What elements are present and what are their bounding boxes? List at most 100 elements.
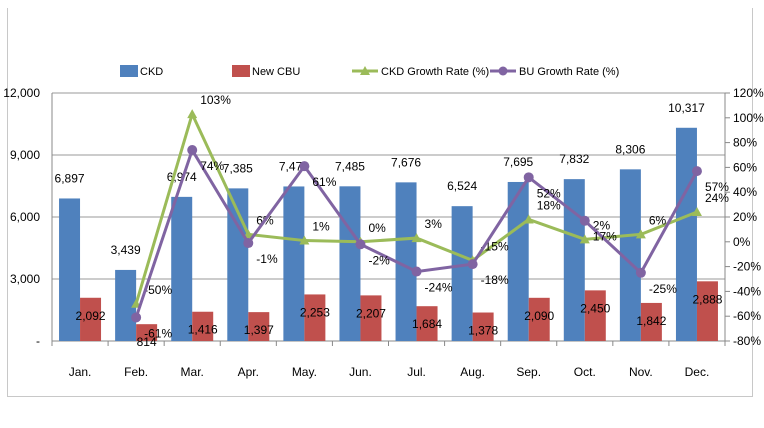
right-tick-label: -80% [733, 334, 761, 348]
bar-ckd [339, 186, 361, 341]
bar-data-label: 1,684 [412, 317, 442, 331]
line-point-circle [467, 259, 478, 270]
line-data-label: 103% [200, 93, 231, 107]
line-data-label: 2% [593, 218, 611, 232]
line-point-circle [187, 145, 198, 156]
legend-bu-growth-rate--label: BU Growth Rate (%) [519, 66, 619, 78]
bar-data-label: 2,092 [76, 309, 106, 323]
bar-ckd [675, 127, 697, 341]
bar-data-label: 7,832 [559, 152, 589, 166]
bar-ckd [395, 182, 417, 341]
line-point-circle [243, 238, 254, 249]
line-data-label: 57% [705, 180, 729, 194]
bar-new-cbu [416, 306, 438, 341]
line-point-circle [299, 161, 310, 172]
line-data-label: 3% [425, 217, 443, 231]
legend-bu-growth-rate--marker [498, 66, 508, 76]
bar-data-label: 3,439 [111, 243, 141, 257]
bar-data-label: 2,450 [580, 301, 610, 315]
bar-data-label: 814 [137, 335, 157, 349]
x-tick-label: Feb. [124, 365, 148, 379]
right-tick-label: 100% [733, 111, 764, 125]
bar-data-label: 8,306 [615, 142, 645, 156]
bar-new-cbu [360, 295, 382, 341]
bar-new-cbu [472, 312, 494, 341]
x-tick-label: Jun. [349, 365, 372, 379]
right-tick-label: 120% [733, 86, 764, 100]
line-point-circle [523, 172, 534, 183]
line-data-label: -2% [368, 253, 390, 267]
bar-data-label: 6,524 [447, 179, 477, 193]
line-point-triangle [579, 234, 590, 244]
line-data-label: 52% [537, 186, 561, 200]
left-tick-label: 9,000 [10, 148, 40, 162]
bar-data-label: 10,317 [668, 101, 705, 115]
line-point-triangle [187, 109, 198, 119]
bar-data-label: 7,676 [391, 155, 421, 169]
bar-data-label: 1,842 [636, 314, 666, 328]
legend-ckd-growth-rate--marker [360, 66, 370, 75]
line-data-label: 18% [537, 198, 561, 212]
bar-ckd [563, 179, 585, 341]
bar-new-cbu [248, 312, 270, 341]
x-tick-label: Jan. [69, 365, 92, 379]
left-tick-label: 12,000 [3, 86, 40, 100]
line-data-label: 74% [200, 159, 224, 173]
legend-new-cbu-label: New CBU [252, 66, 300, 78]
line-point-triangle [523, 214, 534, 224]
bar-new-cbu [192, 311, 214, 341]
line-data-label: 1% [312, 220, 330, 234]
bar-ckd [171, 196, 193, 341]
line-point-circle [411, 266, 422, 277]
legend-ckd-swatch [120, 65, 138, 77]
line-point-circle [579, 215, 590, 226]
x-tick-label: May. [292, 365, 317, 379]
line-point-circle [691, 166, 702, 177]
x-tick-label: Nov. [629, 365, 653, 379]
bar-data-label: 1,416 [188, 323, 218, 337]
bar-data-label: 7,385 [223, 161, 253, 175]
x-tick-label: Aug. [460, 365, 485, 379]
right-tick-label: -60% [733, 309, 761, 323]
bar-data-label: 2,207 [356, 306, 386, 320]
right-tick-label: 60% [733, 160, 757, 174]
line-data-label: 24% [705, 191, 729, 205]
line-data-label: -61% [144, 326, 172, 340]
line-point-triangle [635, 229, 646, 239]
legend-ckd-growth-rate--label: CKD Growth Rate (%) [381, 66, 489, 78]
right-tick-label: 40% [733, 185, 757, 199]
line-data-label: -24% [425, 281, 453, 295]
line-point-circle [131, 312, 142, 323]
right-tick-label: 0% [733, 235, 751, 249]
line-point-circle [635, 267, 646, 278]
bar-new-cbu [528, 297, 550, 341]
bar-data-label: 1,378 [468, 324, 498, 338]
x-tick-label: Apr. [238, 365, 259, 379]
bar-new-cbu [136, 324, 158, 341]
right-tick-label: -20% [733, 260, 761, 274]
bar-data-label: 2,888 [692, 292, 722, 306]
bar-new-cbu [640, 302, 662, 341]
bar-ckd [115, 269, 137, 341]
bar-ckd [59, 198, 81, 341]
right-tick-label: -40% [733, 284, 761, 298]
line-point-triangle [411, 233, 422, 243]
bar-new-cbu [696, 281, 718, 341]
bar-data-label: 2,253 [300, 305, 330, 319]
left-tick-label: 6,000 [10, 210, 40, 224]
line-data-label: -50% [144, 283, 172, 297]
right-tick-label: 80% [733, 136, 757, 150]
line-data-label: 6% [649, 213, 667, 227]
line-data-label: -18% [481, 273, 509, 287]
line-point-triangle [691, 207, 702, 217]
bar-data-label: 1,397 [244, 323, 274, 337]
left-tick-label: - [36, 334, 40, 348]
bar-data-label: 2,090 [524, 309, 554, 323]
bar-new-cbu [584, 290, 606, 341]
bar-new-cbu [80, 297, 102, 341]
x-tick-label: Mar. [181, 365, 204, 379]
bar-data-label: 7,485 [335, 159, 365, 173]
x-tick-label: Sep. [516, 365, 541, 379]
x-tick-label: Jul. [407, 365, 426, 379]
